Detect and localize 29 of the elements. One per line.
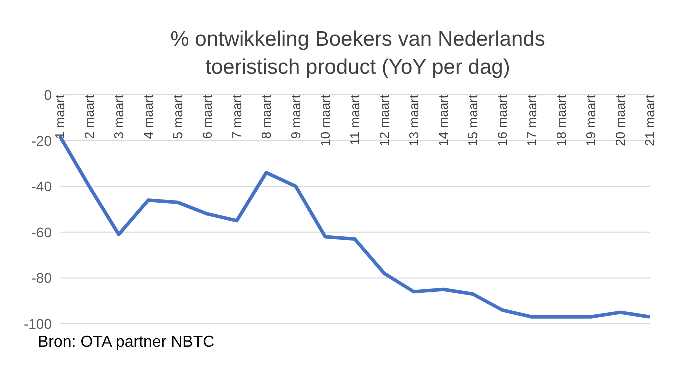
y-tick-label: -60: [32, 224, 52, 240]
x-tick-label: 15 maart: [466, 94, 480, 146]
x-tick-label: 10 maart: [318, 94, 333, 146]
x-tick-label: 19 maart: [584, 94, 598, 146]
x-tick-label: 21 maart: [642, 94, 658, 146]
text: Bron: OTA partner NBTC: [38, 334, 215, 352]
x-tick-label: 14 maart: [436, 94, 451, 146]
x-tick-label: 5 maart: [170, 94, 186, 140]
y-tick-label: -40: [32, 178, 52, 195]
x-tick-label: 18 maart: [554, 94, 569, 146]
y-tick-label: -100: [24, 316, 52, 332]
x-tick-label: 1 maart: [52, 94, 68, 140]
x-tick-label: 11 maart: [348, 94, 362, 146]
x-tick-label: 6 maart: [200, 94, 215, 140]
x-tick-label: 2 maart: [82, 94, 97, 140]
y-tick-label: 0: [44, 86, 52, 103]
x-tick-label: 12 maart: [377, 94, 392, 146]
x-tick-label: 9 maart: [288, 94, 304, 140]
x-tick-label: 3 maart: [112, 94, 126, 140]
y-tick-label: -80: [32, 270, 52, 286]
x-tick-label: 13 maart: [406, 94, 422, 146]
x-tick-label: 20 maart: [613, 94, 628, 146]
x-tick-label: 8 maart: [259, 94, 274, 140]
x-tick-label: 4 maart: [141, 94, 156, 140]
y-tick-label: -20: [32, 132, 52, 149]
x-tick-label: 17 maart: [524, 94, 540, 146]
chart-title: % ontwikkeling Boekers van Nederlands toeristisch product (YoY per dag): [170, 27, 546, 81]
x-tick-label: 7 maart: [230, 94, 244, 140]
x-tick-label: 16 maart: [495, 94, 510, 146]
